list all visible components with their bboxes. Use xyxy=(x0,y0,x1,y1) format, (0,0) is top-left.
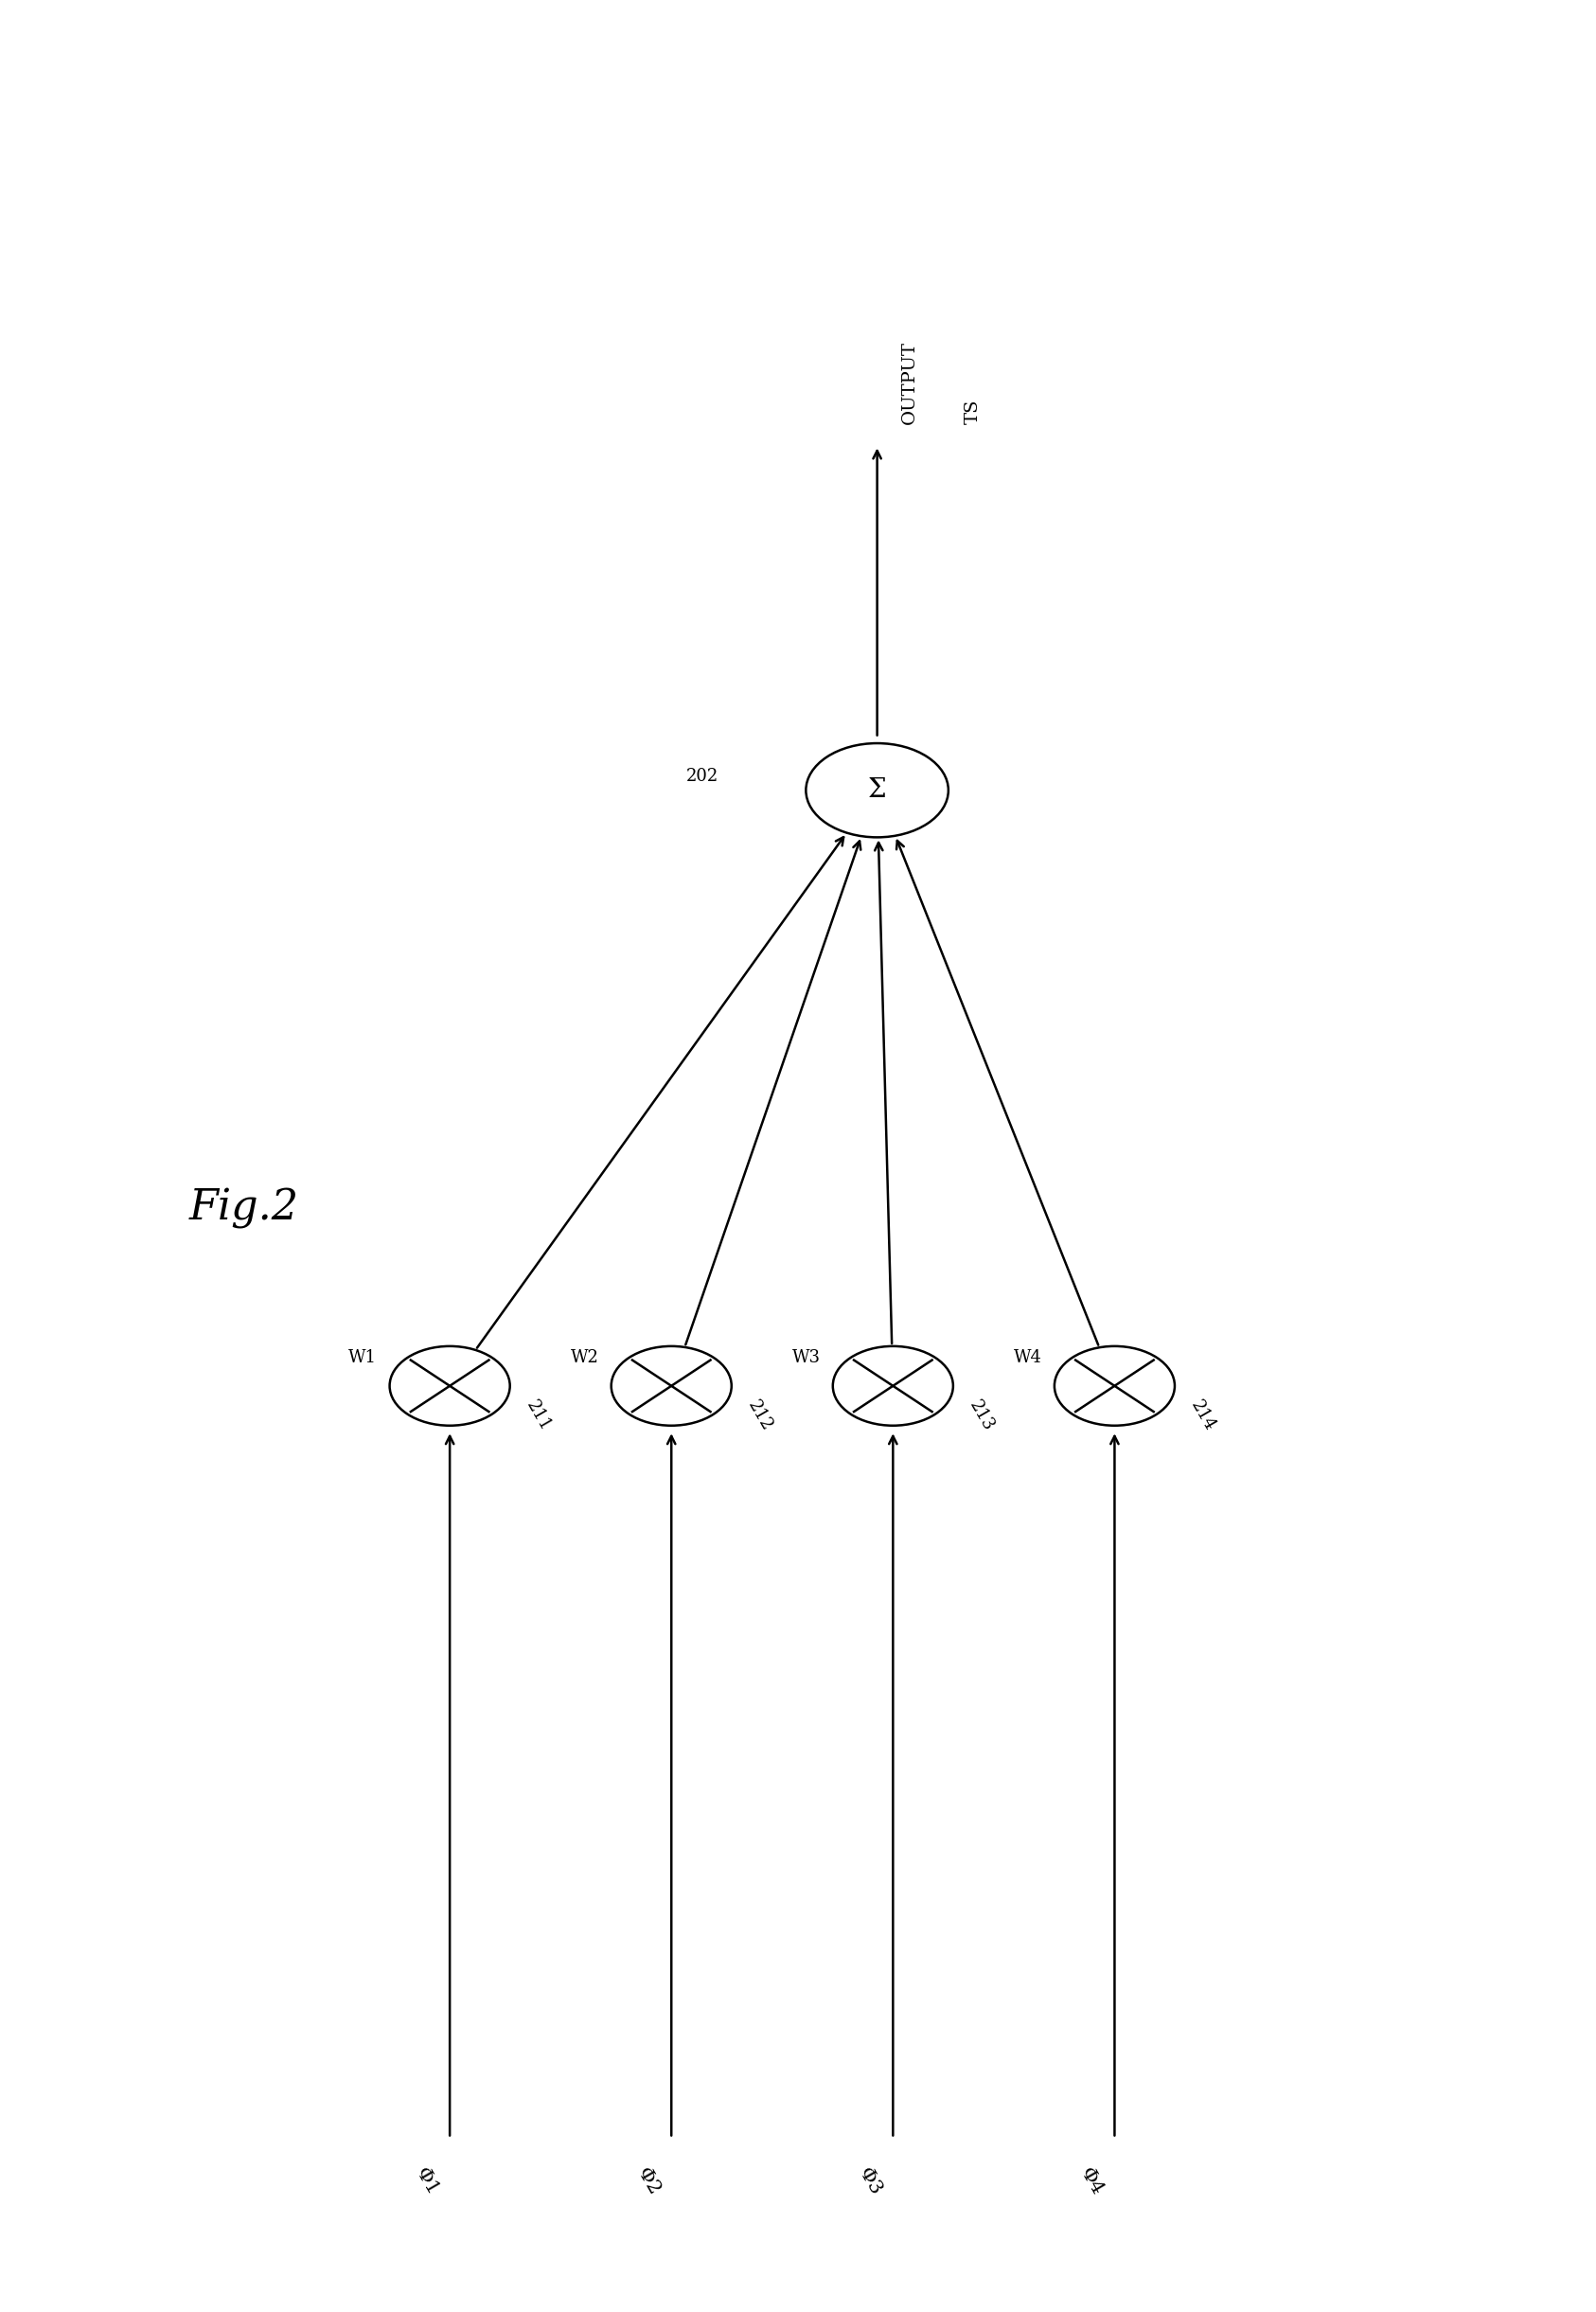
Text: W3: W3 xyxy=(792,1348,820,1366)
Text: Φ3: Φ3 xyxy=(855,2164,886,2199)
Text: 211: 211 xyxy=(522,1399,554,1433)
Text: Φ1: Φ1 xyxy=(412,2164,442,2199)
Text: TS: TS xyxy=(964,400,982,425)
Text: 213: 213 xyxy=(966,1399,998,1433)
Text: Σ: Σ xyxy=(868,777,886,802)
Text: 202: 202 xyxy=(686,768,718,784)
Text: W4: W4 xyxy=(1013,1348,1042,1366)
Text: 212: 212 xyxy=(744,1399,776,1433)
Text: Φ2: Φ2 xyxy=(634,2164,664,2199)
Text: W2: W2 xyxy=(570,1348,598,1366)
Text: OUTPUT: OUTPUT xyxy=(900,342,918,425)
Text: W1: W1 xyxy=(348,1348,377,1366)
Text: Fig.2: Fig.2 xyxy=(188,1188,298,1228)
Text: 214: 214 xyxy=(1187,1399,1218,1433)
Text: Φ4: Φ4 xyxy=(1077,2164,1106,2199)
